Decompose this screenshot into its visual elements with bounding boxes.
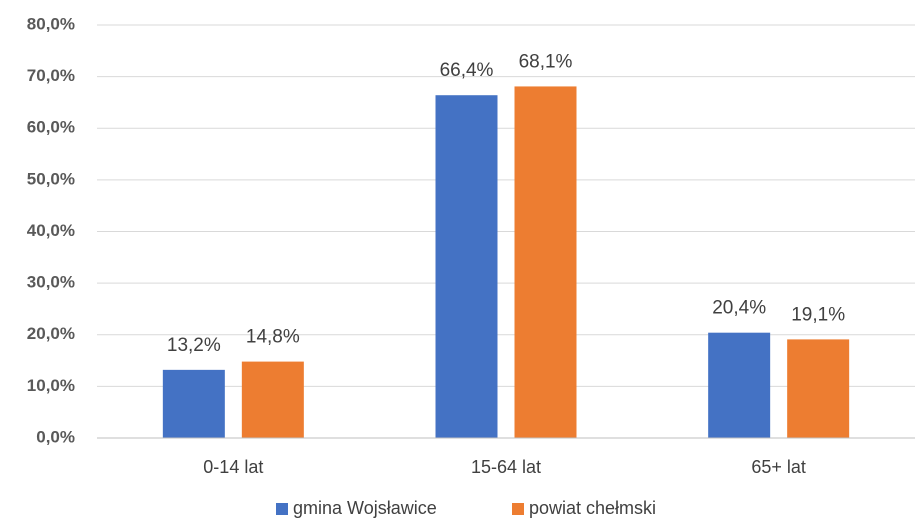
- y-tick-label: 50,0%: [27, 169, 75, 188]
- x-tick-label: 65+ lat: [751, 457, 806, 477]
- value-label: 19,1%: [791, 304, 845, 325]
- value-label: 66,4%: [440, 60, 494, 81]
- value-label: 20,4%: [712, 298, 766, 319]
- bar: [241, 361, 304, 438]
- value-label: 14,8%: [246, 327, 300, 348]
- value-label: 13,2%: [167, 335, 221, 356]
- legend-swatch: [276, 503, 288, 515]
- legend-label: gmina Wojsławice: [293, 498, 437, 518]
- bar: [435, 95, 498, 439]
- bar: [162, 369, 225, 438]
- y-tick-label: 30,0%: [27, 273, 75, 292]
- y-tick-label: 80,0%: [27, 14, 75, 33]
- y-tick-label: 60,0%: [27, 118, 75, 137]
- y-tick-label: 40,0%: [27, 221, 75, 240]
- y-tick-label: 10,0%: [27, 376, 75, 395]
- y-tick-label: 20,0%: [27, 324, 75, 343]
- legend-label: powiat chełmski: [529, 498, 656, 518]
- y-tick-label: 70,0%: [27, 66, 75, 85]
- bar: [708, 332, 771, 438]
- x-tick-label: 15-64 lat: [471, 457, 541, 477]
- x-tick-label: 0-14 lat: [203, 457, 263, 477]
- bar: [787, 339, 850, 438]
- legend-swatch: [512, 503, 524, 515]
- bar: [514, 86, 577, 438]
- y-tick-label: 0,0%: [36, 427, 75, 446]
- value-label: 68,1%: [519, 51, 573, 72]
